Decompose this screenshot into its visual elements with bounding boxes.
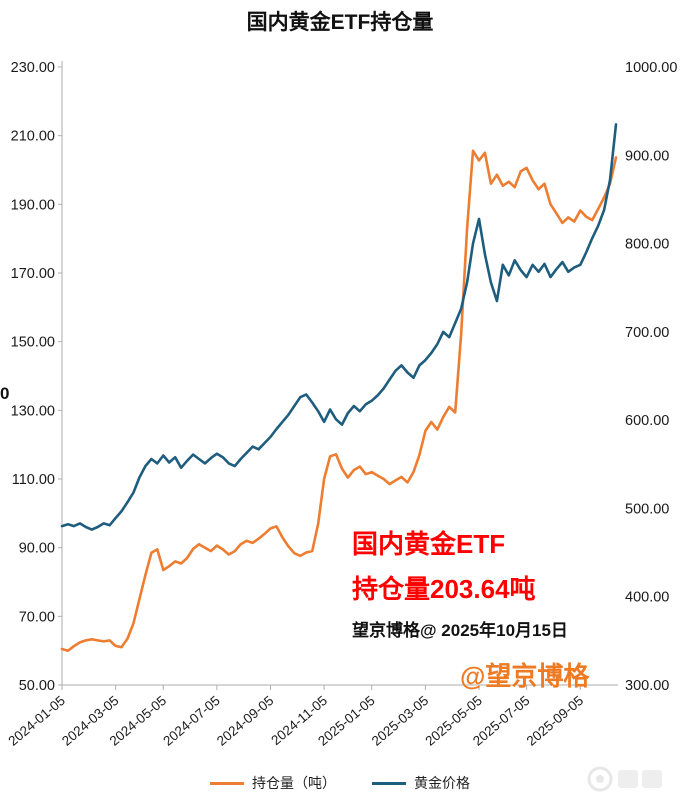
y-left-tick-label: 90.00	[19, 541, 55, 557]
legend-label-holdings: 持仓量（吨）	[252, 775, 336, 791]
annotation-red: 国内黄金ETF 持仓量203.64吨	[352, 522, 536, 611]
x-tick-label: 2024-07-05	[160, 693, 223, 749]
y-right-tick-label: 400.00	[625, 590, 669, 606]
annotation-byline: 望京博格@ 2025年10月15日	[352, 621, 568, 640]
y-left-tick-label: 130.00	[11, 403, 55, 419]
clipped-axis-label: 0	[0, 384, 10, 403]
y-right-tick-label: 800.00	[625, 237, 669, 253]
y-right-tick-label: 600.00	[625, 413, 669, 429]
y-right-tick-label: 900.00	[625, 148, 669, 164]
legend-label-price: 黄金价格	[414, 775, 470, 791]
legend-item-holdings: 持仓量（吨）	[210, 773, 336, 793]
gold-price-line	[60, 123, 618, 531]
y-left-tick-label: 70.00	[19, 609, 55, 625]
chart-title: 国内黄金ETF持仓量	[246, 11, 434, 34]
y-right-tick-label: 500.00	[625, 501, 669, 517]
y-right-tick-label: 700.00	[625, 325, 669, 341]
legend-item-price: 黄金价格	[372, 773, 470, 793]
y-left-tick-label: 230.00	[11, 60, 55, 76]
x-tick-label: 2025-03-05	[369, 693, 432, 749]
y-left-tick-label: 150.00	[11, 335, 55, 351]
legend-swatch-price	[372, 781, 406, 785]
y-right-tick-label: 300.00	[625, 678, 669, 694]
x-tick-label: 2025-09-05	[524, 693, 587, 749]
y-left-tick-label: 190.00	[11, 197, 55, 213]
y-left-tick-label: 210.00	[11, 129, 55, 145]
holdings-line	[60, 149, 618, 653]
author-watermark: @望京博格	[460, 661, 590, 691]
x-tick-label: 2024-01-05	[5, 693, 68, 749]
annotation-red-line2: 持仓量203.64吨	[352, 573, 536, 604]
y-left-tick-label: 110.00	[12, 472, 55, 488]
y-right-tick-label: 1000.00	[625, 60, 677, 76]
y-left-tick-label: 50.00	[19, 678, 55, 694]
chart-legend: 持仓量（吨） 黄金价格	[0, 773, 680, 793]
weibo-logo-watermark	[584, 763, 668, 800]
legend-swatch-holdings	[210, 781, 244, 785]
annotation-red-line1: 国内黄金ETF	[352, 529, 506, 559]
x-tick-label: 2024-09-05	[214, 693, 277, 749]
y-left-tick-label: 170.00	[11, 266, 55, 282]
